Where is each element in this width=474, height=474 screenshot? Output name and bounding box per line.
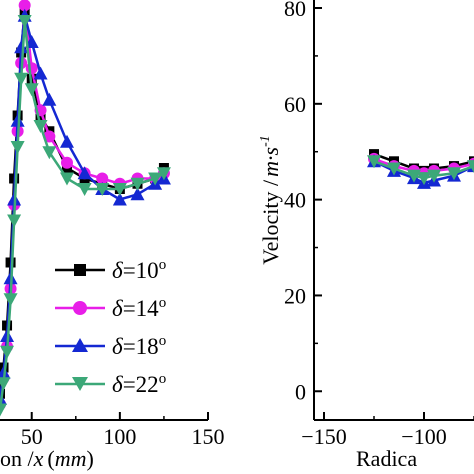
left-series-4-point-4 <box>3 293 18 307</box>
left-series-4-point-8 <box>17 15 32 28</box>
right-series-4-point-4 <box>427 169 441 183</box>
left-series-3-point-7 <box>14 40 29 54</box>
left-series-3-point-11 <box>42 92 57 106</box>
left-series-4-point-3 <box>0 345 15 359</box>
left-series-4-point-1 <box>0 403 7 417</box>
legend-marker-2 <box>73 301 87 315</box>
legend-label-1-deg: o <box>159 257 167 273</box>
right-y-tick-label-4: 80 <box>284 0 306 21</box>
legend-label-1-sym: δ <box>112 258 123 283</box>
left-series-2-point-12 <box>60 156 73 169</box>
legend-label-2: δ=14o <box>112 295 166 321</box>
right-chart-panel: −150 −100 0 20 40 60 80 Radica Velocity /m·s-1 <box>258 0 474 471</box>
right-y-tick-label-2: 40 <box>284 188 306 213</box>
left-x-tick-label-0: 50 <box>21 424 43 449</box>
legend-label-4-sym: δ <box>112 372 123 397</box>
left-x-axis-label-unit: mm <box>55 446 87 471</box>
left-series-3-point-6 <box>10 113 25 127</box>
legend-label-1: δ=10o <box>112 257 166 283</box>
legend-label-2-deg: o <box>159 295 167 311</box>
left-series-3-point-16 <box>130 187 145 201</box>
left-series-4-point-2 <box>0 377 11 391</box>
right-x-tick-label-0: −150 <box>301 424 346 449</box>
left-x-tick-label-2: 150 <box>192 424 225 449</box>
right-y-axis-label-prefix: Velocity / <box>258 179 283 265</box>
legend-entry-2: δ=14o <box>55 295 166 321</box>
right-axes <box>313 0 474 421</box>
right-y-tick-label-1: 20 <box>284 283 306 308</box>
legend-label-4: δ=22o <box>112 371 166 397</box>
right-series-4 <box>367 155 474 186</box>
right-x-axis-label: Radica <box>356 446 417 471</box>
right-series-4-point-6 <box>467 160 474 174</box>
left-series-3-point-10 <box>33 66 48 80</box>
left-series-2-point-14 <box>96 172 109 185</box>
left-series-2-point-9 <box>25 62 38 75</box>
right-series-4-point-1 <box>387 162 401 176</box>
left-x-axis-label-open: ( <box>47 446 54 471</box>
left-series-4-point-7 <box>14 72 29 86</box>
left-series-4-point-10 <box>33 120 48 133</box>
left-series-4-point-5 <box>7 214 22 228</box>
right-series-4-point-0 <box>367 155 381 169</box>
legend-label-4-deg: o <box>159 371 167 387</box>
left-series-4-point-14 <box>95 183 110 196</box>
left-series-4-point-12 <box>59 172 74 186</box>
left-x-axis-label-prefix: on / <box>0 446 35 471</box>
legend: δ=10o δ=14o δ=18o δ=22o <box>55 257 166 397</box>
left-series-4-point-15 <box>112 183 127 196</box>
legend-entry-1: δ=10o <box>55 257 166 283</box>
legend-label-3-deg: o <box>159 333 167 349</box>
right-y-axis-label-unit: m·s <box>258 147 283 177</box>
legend-marker-3 <box>72 338 88 352</box>
right-series-group <box>367 149 474 189</box>
left-series-3-point-15 <box>112 192 127 206</box>
left-x-axis-label: on /x (mm) <box>0 446 94 471</box>
right-y-axis-label: Velocity /m·s-1 <box>258 135 283 265</box>
left-x-axis-label-var: x <box>33 446 44 471</box>
left-series-3 <box>0 8 171 408</box>
left-series-4-point-13 <box>77 183 92 196</box>
left-tick-labels: 50 100 150 <box>21 424 225 449</box>
left-x-axis-label-close: ) <box>87 446 94 471</box>
left-series-4-point-18 <box>156 167 171 181</box>
legend-label-2-val: =14 <box>123 296 159 321</box>
left-series-3-point-12 <box>59 134 74 148</box>
left-chart-panel: 50 100 150 on /x (mm) δ=10o δ=14o δ=18o <box>0 0 225 471</box>
left-series-4-point-9 <box>24 83 39 97</box>
left-series-2-point-8 <box>18 0 31 12</box>
legend-marker-1 <box>74 264 86 276</box>
left-series-3-point-13 <box>77 166 92 180</box>
legend-label-3-sym: δ <box>112 334 123 359</box>
right-y-axis-label-exp: -1 <box>258 135 273 147</box>
right-tick-labels: −150 −100 0 20 40 60 80 <box>284 0 447 449</box>
right-series-4-point-3 <box>417 172 431 186</box>
left-series-4-point-16 <box>130 177 145 191</box>
left-x-tick-label-1: 100 <box>103 424 136 449</box>
legend-entry-4: δ=22o <box>55 371 166 397</box>
right-y-tick-label-3: 60 <box>284 92 306 117</box>
legend-label-3: δ=18o <box>112 333 166 359</box>
left-axes <box>0 412 209 421</box>
right-x-tick-label-1: −100 <box>401 424 446 449</box>
left-series-4-point-17 <box>148 172 163 186</box>
right-series-4-point-5 <box>447 167 461 181</box>
legend-label-2-sym: δ <box>112 296 123 321</box>
legend-entry-3: δ=18o <box>55 333 166 359</box>
legend-label-4-val: =22 <box>123 372 159 397</box>
left-series-4-point-6 <box>10 141 25 154</box>
legend-marker-4 <box>72 377 88 391</box>
legend-label-3-val: =18 <box>123 334 159 359</box>
left-series-4-point-11 <box>42 146 57 160</box>
left-series-group <box>0 0 171 417</box>
right-y-tick-label-0: 0 <box>295 379 306 404</box>
legend-label-1-val: =10 <box>123 258 159 283</box>
left-series-4 <box>0 15 171 417</box>
